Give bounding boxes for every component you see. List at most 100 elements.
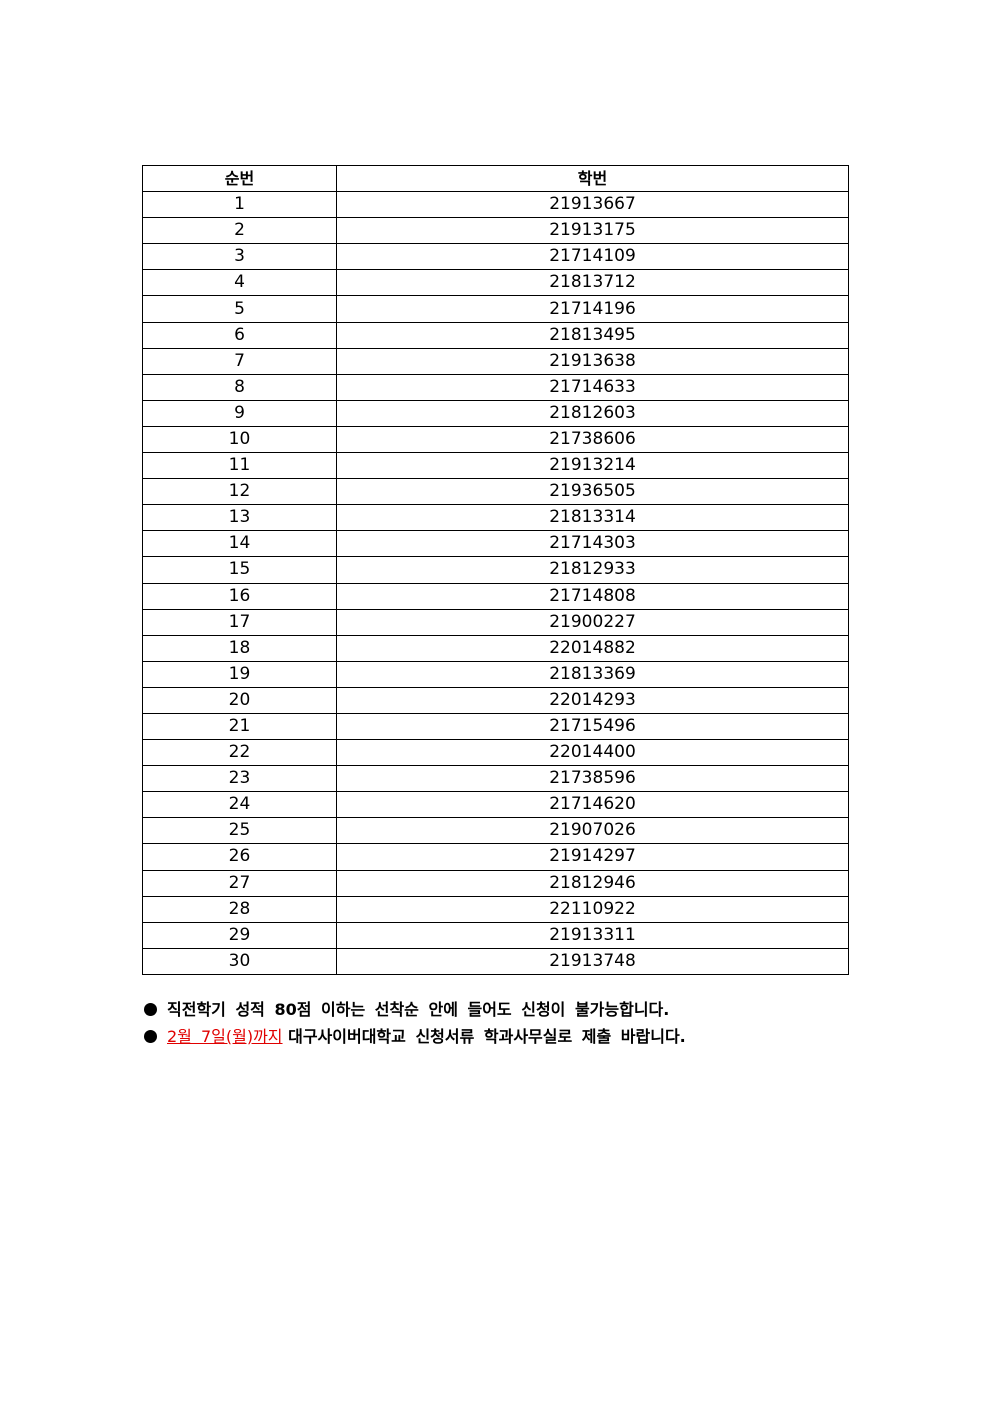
order-cell: 26 xyxy=(142,843,337,871)
order-cell: 12 xyxy=(142,478,337,506)
order-cell: 3 xyxy=(142,243,337,271)
student-id-cell: 21914297 xyxy=(336,843,849,871)
order-cell: 7 xyxy=(142,347,337,375)
student-id-cell: 21813495 xyxy=(336,321,849,349)
table-row: 30 21913748 xyxy=(142,947,849,975)
student-id-cell: 22110922 xyxy=(336,895,849,923)
table-row: 14 21714303 xyxy=(142,530,849,558)
order-cell: 4 xyxy=(142,269,337,297)
table-row: 19 21813369 xyxy=(142,660,849,688)
bullet-icon xyxy=(144,1030,157,1043)
student-id-cell: 21913311 xyxy=(336,921,849,949)
note-1: 직전학기 성적 80점 이하는 선착순 안에 들어도 신청이 불가능합니다. xyxy=(142,996,686,1023)
order-cell: 10 xyxy=(142,425,337,454)
table-row: 4 21813712 xyxy=(142,269,849,297)
order-cell: 11 xyxy=(142,452,337,480)
student-id-cell: 21714808 xyxy=(336,582,849,610)
order-cell: 1 xyxy=(142,191,337,219)
table-row: 8 21714633 xyxy=(142,373,849,401)
student-id-cell: 22014882 xyxy=(336,634,849,662)
order-cell: 9 xyxy=(142,399,337,427)
table-row: 13 21813314 xyxy=(142,504,849,532)
student-id-cell: 21936505 xyxy=(336,478,849,506)
note-2-text: 대구사이버대학교 신청서류 학과사무실로 제출 바랍니다. xyxy=(288,1027,686,1046)
student-id-cell: 21913638 xyxy=(336,347,849,375)
table-row: 9 21812603 xyxy=(142,399,849,427)
student-id-cell: 21812933 xyxy=(336,556,849,584)
student-id-cell: 22014293 xyxy=(336,686,849,714)
order-cell: 14 xyxy=(142,530,337,558)
order-cell: 5 xyxy=(142,295,337,323)
order-cell: 27 xyxy=(142,869,337,897)
order-cell: 15 xyxy=(142,556,337,584)
table-row: 17 21900227 xyxy=(142,608,849,636)
student-id-cell: 21715496 xyxy=(336,712,849,741)
student-id-cell: 21714109 xyxy=(336,243,849,271)
table-row: 1 21913667 xyxy=(142,191,849,219)
order-cell: 17 xyxy=(142,608,337,636)
student-id-cell: 21812603 xyxy=(336,399,849,427)
student-id-cell: 21714303 xyxy=(336,530,849,558)
table-row: 29 21913311 xyxy=(142,921,849,949)
table-row: 21 21715496 xyxy=(142,712,849,741)
deadline-text: 2월 7일(월)까지 xyxy=(167,1027,283,1046)
student-id-cell: 21913748 xyxy=(336,947,849,975)
student-id-cell: 21738596 xyxy=(336,765,849,793)
order-cell: 6 xyxy=(142,321,337,349)
table-row: 22 22014400 xyxy=(142,739,849,767)
order-cell: 19 xyxy=(142,660,337,688)
order-cell: 28 xyxy=(142,895,337,923)
student-id-cell: 21913667 xyxy=(336,191,849,219)
header-order: 순번 xyxy=(142,164,337,193)
student-id-cell: 21907026 xyxy=(336,817,849,845)
note-1-text: 직전학기 성적 80점 이하는 선착순 안에 들어도 신청이 불가능합니다. xyxy=(167,1000,670,1019)
student-id-cell: 21714196 xyxy=(336,295,849,323)
header-student-id: 학번 xyxy=(336,164,849,193)
table-row: 2 21913175 xyxy=(142,217,849,245)
table-row: 10 21738606 xyxy=(142,425,849,454)
table-row: 5 21714196 xyxy=(142,295,849,323)
table-row: 12 21936505 xyxy=(142,478,849,506)
table-row: 16 21714808 xyxy=(142,582,849,610)
table-row: 15 21812933 xyxy=(142,556,849,584)
table-row: 3 21714109 xyxy=(142,243,849,271)
table-row: 20 22014293 xyxy=(142,686,849,714)
order-cell: 24 xyxy=(142,791,337,819)
order-cell: 21 xyxy=(142,712,337,741)
student-id-cell: 21738606 xyxy=(336,425,849,454)
student-id-cell: 21913214 xyxy=(336,452,849,480)
student-id-cell: 21813314 xyxy=(336,504,849,532)
student-id-cell: 21900227 xyxy=(336,608,849,636)
table-row: 28 22110922 xyxy=(142,895,849,923)
student-id-cell: 21913175 xyxy=(336,217,849,245)
table-row: 11 21913214 xyxy=(142,452,849,480)
bullet-icon xyxy=(144,1003,157,1016)
table-row: 6 21813495 xyxy=(142,321,849,349)
student-id-cell: 21813369 xyxy=(336,660,849,688)
order-cell: 23 xyxy=(142,765,337,793)
note-2: 2월 7일(월)까지 대구사이버대학교 신청서류 학과사무실로 제출 바랍니다. xyxy=(142,1023,686,1050)
table-row: 18 22014882 xyxy=(142,634,849,662)
order-cell: 13 xyxy=(142,504,337,532)
student-id-table: 순번 학번 1 21913667 2 21913175 3 21714109 4 218137… xyxy=(142,164,849,975)
order-cell: 20 xyxy=(142,686,337,714)
student-id-cell: 22014400 xyxy=(336,739,849,767)
table-row: 27 21812946 xyxy=(142,869,849,897)
notes: 직전학기 성적 80점 이하는 선착순 안에 들어도 신청이 불가능합니다. 2… xyxy=(142,996,686,1050)
order-cell: 22 xyxy=(142,739,337,767)
order-cell: 16 xyxy=(142,582,337,610)
order-cell: 29 xyxy=(142,921,337,949)
table-row: 26 21914297 xyxy=(142,843,849,871)
table-header-row: 순번 학번 xyxy=(142,164,849,193)
table-row: 7 21913638 xyxy=(142,347,849,375)
student-id-cell: 21812946 xyxy=(336,869,849,897)
table-row: 23 21738596 xyxy=(142,765,849,793)
order-cell: 30 xyxy=(142,947,337,975)
table-row: 24 21714620 xyxy=(142,791,849,819)
student-id-cell: 21813712 xyxy=(336,269,849,297)
order-cell: 18 xyxy=(142,634,337,662)
student-id-cell: 21714633 xyxy=(336,373,849,401)
table-row: 25 21907026 xyxy=(142,817,849,845)
student-id-cell: 21714620 xyxy=(336,791,849,819)
order-cell: 8 xyxy=(142,373,337,401)
